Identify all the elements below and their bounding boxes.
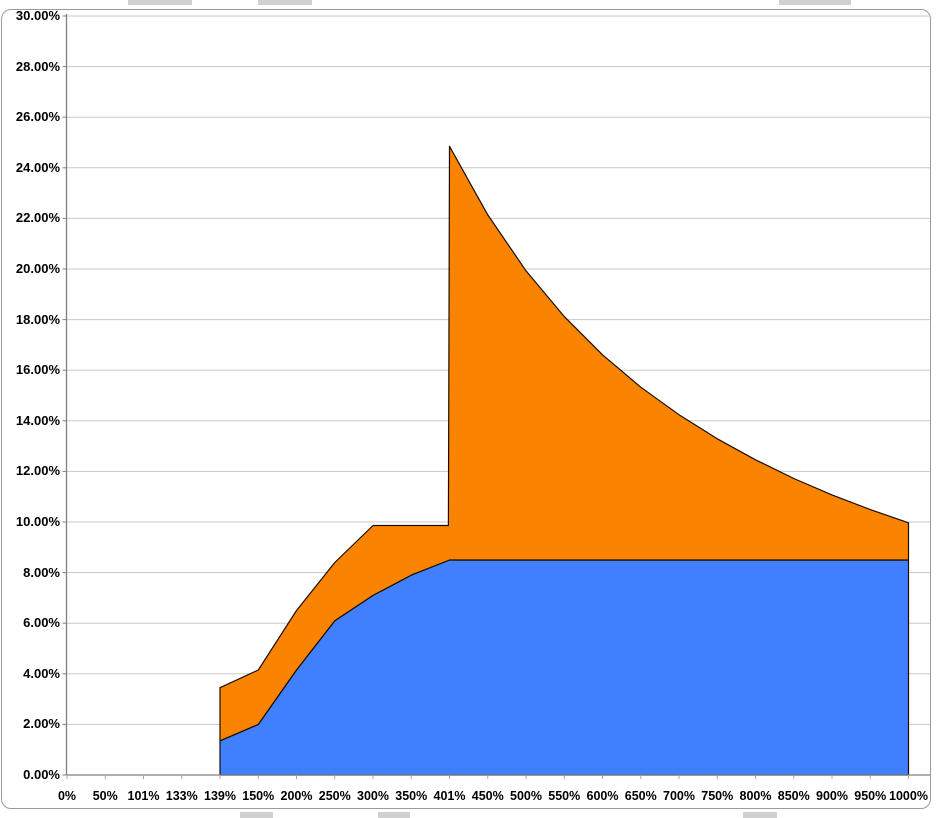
y-axis-tick-label: 14.00% <box>15 412 60 428</box>
x-axis-tick-label: 150% <box>242 789 275 803</box>
x-axis-tick-label: 350% <box>395 789 428 803</box>
y-axis-tick-label: 16.00% <box>15 362 60 378</box>
y-axis-tick-label: 20.00% <box>15 261 60 276</box>
y-axis-tick-label: 2.00% <box>23 716 60 732</box>
y-axis-tick-label: 24.00% <box>15 159 60 175</box>
x-axis-tick-label: 500% <box>510 789 542 803</box>
x-axis-tick-label: 133% <box>165 789 198 803</box>
x-axis-tick-label: 950% <box>854 789 887 803</box>
screen-artifact <box>743 812 777 818</box>
screen-artifact <box>128 0 192 5</box>
y-axis-tick-label: 0.00% <box>23 767 60 782</box>
y-axis-tick-label: 8.00% <box>23 564 60 580</box>
y-axis-tick-label: 10.00% <box>15 514 60 529</box>
x-axis-tick-label: 250% <box>318 789 351 803</box>
x-axis-tick-label: 401% <box>433 789 466 803</box>
x-axis-tick-label: 650% <box>624 789 657 803</box>
y-axis-tick-label: 22.00% <box>15 210 60 226</box>
x-axis-tick-label: 0% <box>57 789 77 803</box>
x-axis-tick-label: 1000% <box>889 789 928 803</box>
x-axis-tick-label: 450% <box>471 789 504 803</box>
x-axis-tick-label: 200% <box>280 789 313 803</box>
x-axis-tick-label: 800% <box>739 789 772 803</box>
x-axis-tick-label: 101% <box>127 789 160 803</box>
y-axis-tick-label: 6.00% <box>23 615 60 631</box>
y-axis-tick-label: 26.00% <box>15 109 60 125</box>
screen-artifact <box>378 812 410 818</box>
x-axis-tick-label: 50% <box>92 789 118 803</box>
y-axis-tick-label: 4.00% <box>23 665 60 681</box>
x-axis-tick-label: 139% <box>204 789 236 803</box>
y-axis-tick-label: 18.00% <box>15 311 60 327</box>
y-axis-tick-label: 30.00% <box>15 8 60 23</box>
y-axis-tick-label: 12.00% <box>15 463 60 479</box>
screen-artifact <box>240 812 273 818</box>
x-axis-tick-label: 600% <box>586 789 619 803</box>
y-axis-tick-label: 28.00% <box>15 58 60 74</box>
screen-artifact <box>258 0 312 5</box>
x-axis-tick-label: 900% <box>816 789 848 803</box>
x-axis-tick-label: 700% <box>663 789 695 803</box>
x-axis-tick-label: 850% <box>777 789 810 803</box>
orange-area-series <box>219 145 910 742</box>
x-axis-tick-label: 300% <box>357 789 389 803</box>
x-axis-tick-label: 550% <box>548 789 581 803</box>
x-axis-tick-label: 750% <box>701 789 734 803</box>
screen-artifact <box>779 0 851 5</box>
